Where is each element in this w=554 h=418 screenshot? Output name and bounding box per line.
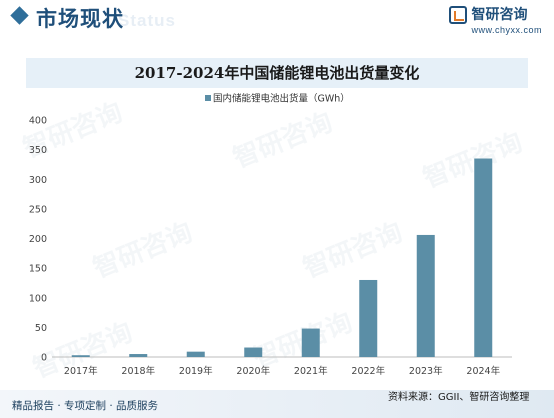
y-tick-label: 150 [29, 264, 47, 275]
header-ghost-text: Status [118, 11, 176, 30]
brand: 智研咨询 www.chyxx.com [449, 4, 542, 35]
x-tick-label: 2021年 [294, 365, 328, 377]
y-tick-label: 50 [35, 323, 47, 334]
bar [186, 351, 205, 357]
bar [301, 328, 320, 357]
y-tick-label: 350 [29, 145, 47, 156]
section-title: 市场现状 [36, 7, 124, 31]
y-tick-label: 400 [29, 116, 47, 127]
footer-slogan: 精品报告 · 专项定制 · 品质服务 [12, 400, 159, 412]
data-source: 资料来源：GGII、智研咨询整理 [388, 392, 530, 403]
brand-name: 智研咨询 [471, 7, 528, 23]
legend-swatch [205, 95, 211, 101]
x-tick-label: 2020年 [236, 365, 270, 377]
bar [129, 354, 148, 357]
page-header: Status 市场现状 智研咨询 www.chyxx.com [0, 0, 554, 38]
y-tick-label: 200 [29, 234, 47, 245]
x-tick-label: 2022年 [351, 365, 385, 377]
brand-logo-icon [449, 6, 468, 24]
x-tick-label: 2017年 [64, 365, 98, 377]
chart-title-band: 2017-2024年中国储能锂电池出货量变化 [26, 58, 528, 88]
y-tick-label: 300 [29, 175, 47, 186]
y-tick-label: 100 [29, 293, 47, 304]
legend-label: 国内储能锂电池出货量（GWh） [213, 93, 350, 105]
x-tick-label: 2018年 [121, 365, 155, 377]
bar [359, 279, 378, 357]
x-tick-label: 2019年 [179, 365, 213, 377]
footer-bar: 精品报告 · 专项定制 · 品质服务 [0, 390, 554, 418]
x-tick-label: 2023年 [409, 365, 443, 377]
y-tick-label: 250 [29, 204, 47, 215]
chart-title: 2017-2024年中国储能锂电池出货量变化 [134, 64, 420, 82]
x-tick-label: 2024年 [466, 365, 500, 377]
bar [416, 234, 435, 357]
bar [474, 158, 493, 357]
bar [244, 347, 263, 357]
bar [71, 355, 90, 357]
brand-url: www.chyxx.com [471, 25, 542, 35]
y-tick-label: 0 [41, 353, 47, 364]
